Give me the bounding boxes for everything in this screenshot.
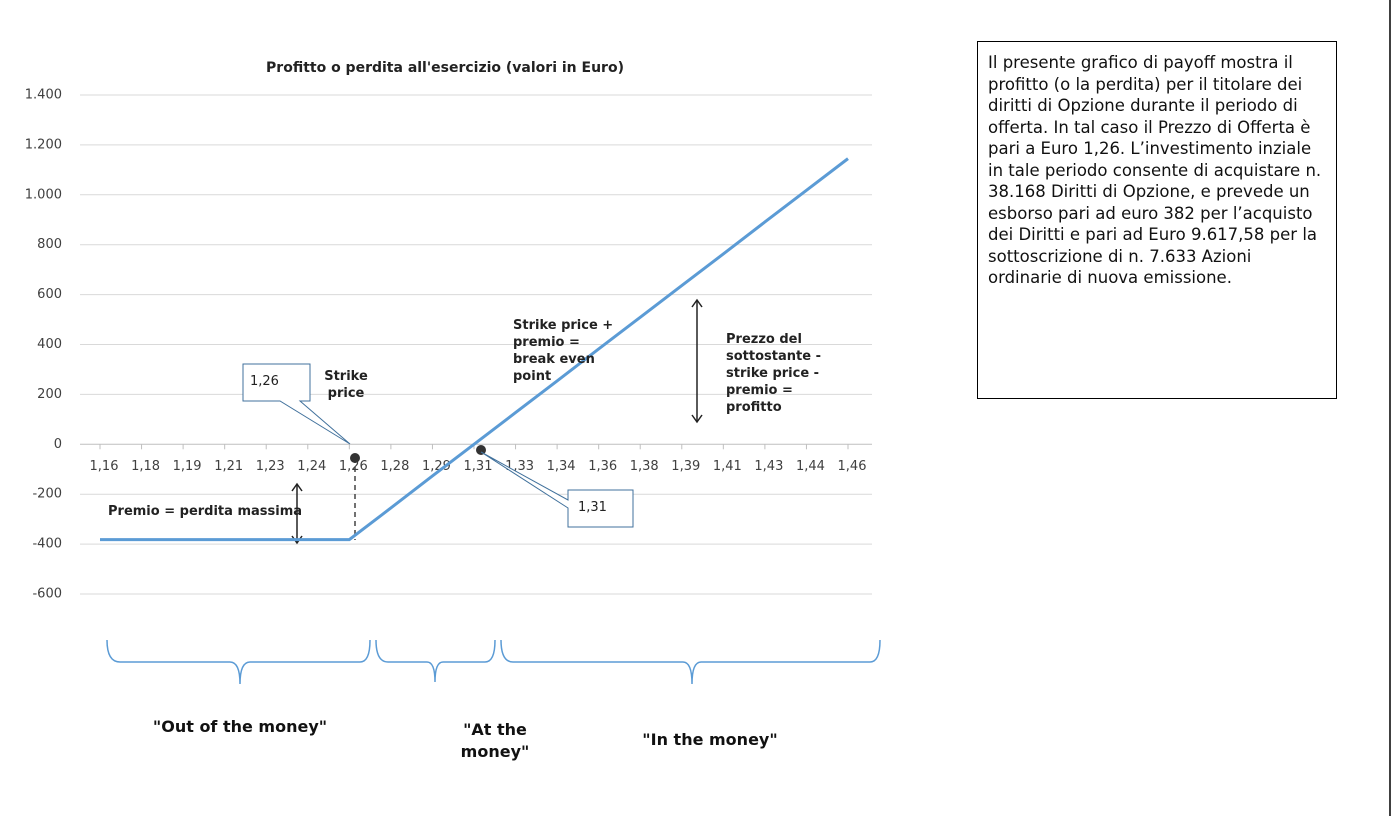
chart-title: Profitto o perdita all'esercizio (valori… <box>266 60 624 76</box>
x-tick-label: 1,28 <box>380 459 409 474</box>
y-tick-label: 800 <box>37 237 62 252</box>
x-tick-label: 1,43 <box>754 459 783 474</box>
x-tick-label: 1,23 <box>256 459 285 474</box>
y-tick-label: 0 <box>54 437 62 452</box>
strike-dot <box>350 453 360 463</box>
y-tick-label: 1.400 <box>25 88 62 103</box>
x-tick-label: 1,46 <box>838 459 867 474</box>
x-tick-label: 1,38 <box>630 459 659 474</box>
x-tick-label: 1,16 <box>90 459 119 474</box>
x-tick-label: 1,39 <box>671 459 700 474</box>
x-tick-label: 1,26 <box>339 459 368 474</box>
callouts <box>242 363 634 528</box>
x-tick-label: 1,41 <box>713 459 742 474</box>
arrows <box>291 298 703 545</box>
x-tick-label: 1,21 <box>214 459 243 474</box>
y-tick-label: 1.200 <box>25 137 62 152</box>
x-tick-label: 1,34 <box>547 459 576 474</box>
zone-label: "At the money" <box>460 720 530 761</box>
y-tick-label: -400 <box>32 537 62 552</box>
x-tick-label: 1,24 <box>297 459 326 474</box>
x-tick-label: 1,18 <box>131 459 160 474</box>
zone-label: "Out of the money" <box>152 717 328 736</box>
y-tick-label: 400 <box>37 337 62 352</box>
y-tick-label: 600 <box>37 287 62 302</box>
callout-label: 1,26 <box>250 374 279 389</box>
x-tick-label: 1,29 <box>422 459 451 474</box>
braces <box>106 639 881 685</box>
y-tick-label: -200 <box>32 487 62 502</box>
description-box: Il presente grafico di payoff mostra il … <box>977 41 1337 399</box>
y-tick-label: 1.000 <box>25 187 62 202</box>
break-even-dot <box>476 445 486 455</box>
x-tick-label: 1,19 <box>173 459 202 474</box>
x-tick-label: 1,36 <box>588 459 617 474</box>
x-tick-label: 1,33 <box>505 459 534 474</box>
profit-label: Prezzo del sottostante - strike price - … <box>726 332 821 415</box>
break-even-label: Strike price + premio = break even point <box>513 318 614 384</box>
y-tick-label: -600 <box>32 587 62 602</box>
x-tick-label: 1,31 <box>464 459 493 474</box>
strike-label: Strike price <box>324 369 368 401</box>
x-tick-label: 1,44 <box>796 459 825 474</box>
callout-label: 1,31 <box>578 500 607 515</box>
y-tick-label: 200 <box>37 387 62 402</box>
zone-label: "In the money" <box>642 730 778 749</box>
premium-label: Premio = perdita massima <box>108 504 303 519</box>
payoff-line <box>100 157 849 542</box>
